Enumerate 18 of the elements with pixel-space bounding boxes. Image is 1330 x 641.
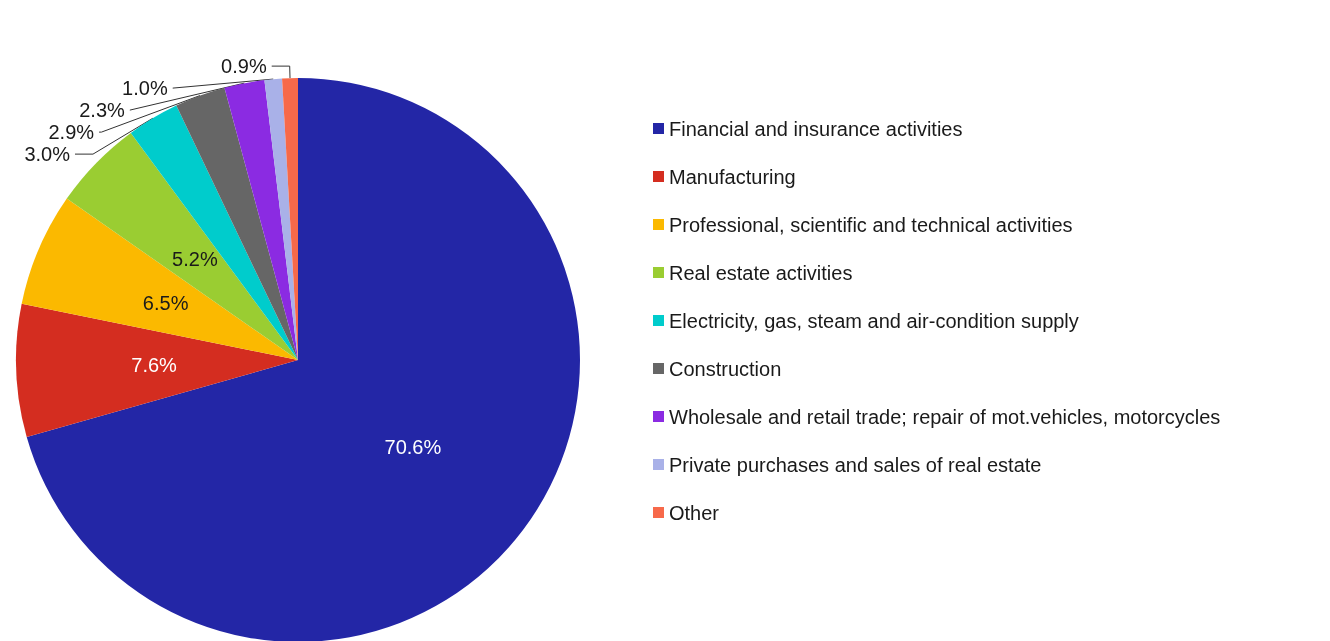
data-label: 70.6% (384, 435, 442, 458)
data-label: 5.2% (172, 248, 218, 271)
legend-label: Financial and insurance activities (669, 117, 963, 140)
data-label: 6.5% (142, 292, 189, 315)
data-label: 1.0% (122, 77, 168, 100)
data-label: 3.0% (24, 143, 71, 166)
legend-label: Private purchases and sales of real estate (669, 453, 1042, 476)
data-label: 2.3% (79, 99, 126, 122)
legend-label: Construction (669, 357, 782, 380)
legend-label: Electricity, gas, steam and air-condition supply (669, 309, 1079, 332)
data-label: 0.9% (221, 55, 267, 78)
legend-label: Manufacturing (669, 165, 796, 188)
data-label: 7.6% (131, 354, 178, 377)
legend-label: Real estate activities (669, 261, 853, 284)
legend-label: Other (669, 501, 720, 524)
data-label: 2.9% (48, 121, 95, 144)
legend-label: Wholesale and retail trade; repair of mot.vehicles, motorcycles (669, 405, 1221, 428)
legend-label: Professional, scientific and technical activities (669, 213, 1073, 236)
